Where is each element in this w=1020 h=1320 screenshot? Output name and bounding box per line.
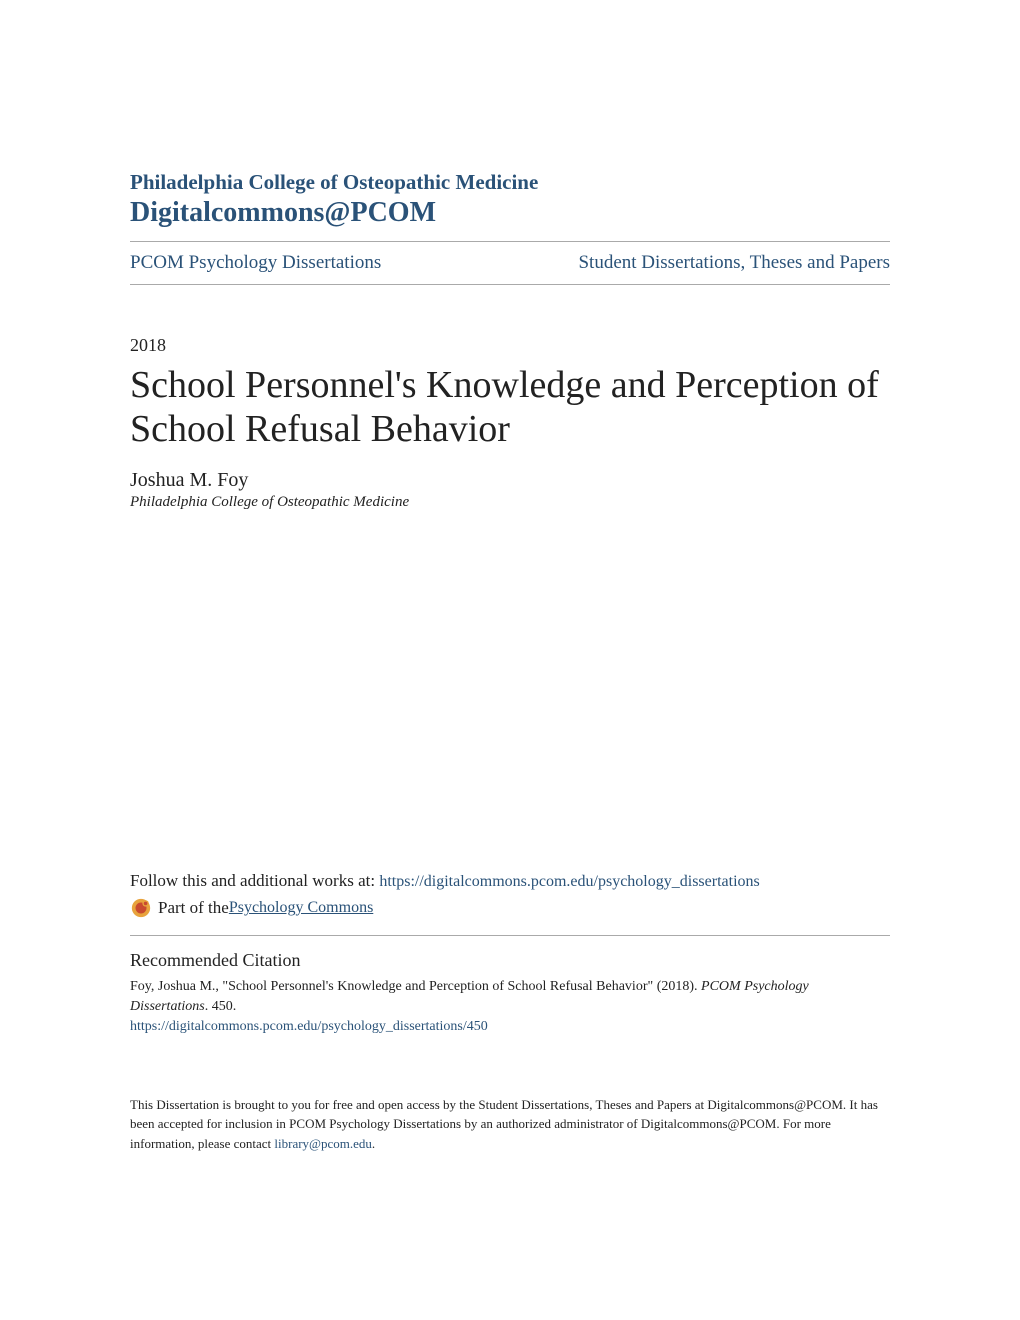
footer-note: This Dissertation is brought to you for …	[130, 1095, 890, 1154]
follow-url-link[interactable]: https://digitalcommons.pcom.edu/psycholo…	[379, 873, 759, 890]
nav-collection-link[interactable]: PCOM Psychology Dissertations	[130, 252, 381, 274]
author-affiliation: Philadelphia College of Osteopathic Medi…	[130, 494, 890, 511]
network-icon	[130, 897, 152, 919]
page-header: Philadelphia College of Osteopathic Medi…	[130, 170, 890, 229]
citation-heading: Recommended Citation	[130, 950, 890, 971]
document-title: School Personnel's Knowledge and Percept…	[130, 364, 890, 451]
breadcrumb-nav: PCOM Psychology Dissertations Student Di…	[130, 242, 890, 284]
citation-text-1: Foy, Joshua M., "School Personnel's Know…	[130, 979, 701, 994]
partof-prefix: Part of the	[158, 898, 229, 918]
citation-body: Foy, Joshua M., "School Personnel's Know…	[130, 977, 890, 1016]
follow-row: Follow this and additional works at: htt…	[130, 871, 890, 891]
footer-email-link[interactable]: library@pcom.edu	[274, 1136, 372, 1151]
footer-text: This Dissertation is brought to you for …	[130, 1097, 878, 1151]
follow-prefix: Follow this and additional works at:	[130, 871, 379, 890]
divider-citation	[130, 935, 890, 936]
footer-suffix: .	[372, 1136, 375, 1151]
nav-parent-link[interactable]: Student Dissertations, Theses and Papers	[578, 252, 890, 274]
site-link[interactable]: Digitalcommons@PCOM	[130, 197, 436, 228]
citation-url-link[interactable]: https://digitalcommons.pcom.edu/psycholo…	[130, 1019, 488, 1034]
citation-text-2: . 450.	[205, 999, 237, 1014]
divider-nav	[130, 284, 890, 285]
follow-section: Follow this and additional works at: htt…	[130, 871, 890, 919]
partof-link[interactable]: Psychology Commons	[229, 899, 373, 917]
site-name: Digitalcommons@PCOM	[130, 197, 890, 229]
partof-row: Part of the Psychology Commons	[130, 897, 890, 919]
citation-section: Recommended Citation Foy, Joshua M., "Sc…	[130, 950, 890, 1034]
institution-name: Philadelphia College of Osteopathic Medi…	[130, 170, 890, 195]
publication-year: 2018	[130, 335, 890, 356]
author-name: Joshua M. Foy	[130, 469, 890, 492]
